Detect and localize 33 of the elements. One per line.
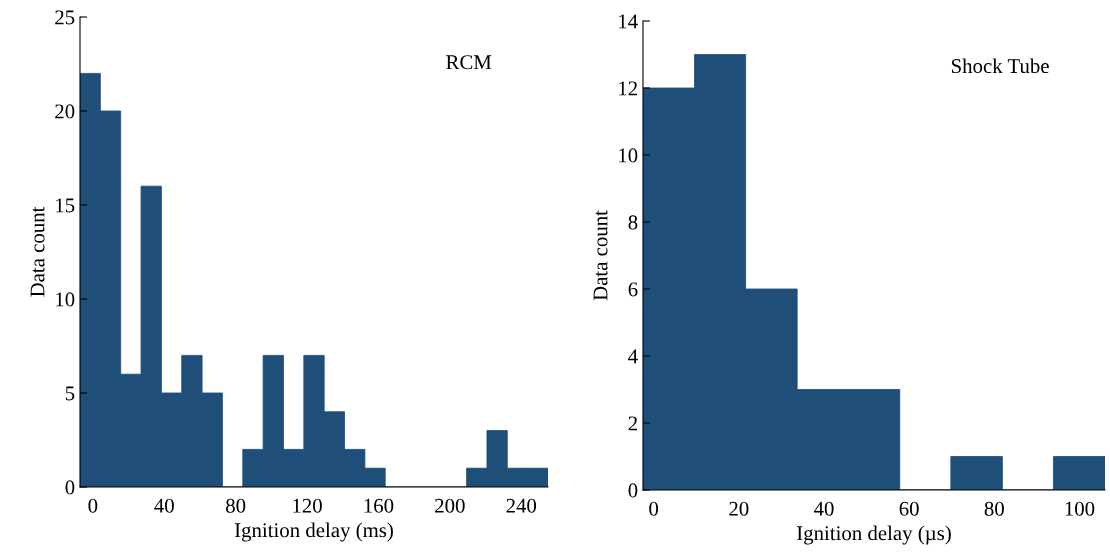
x-tick-label: 80 <box>984 501 1004 516</box>
y-tick-label: 12 <box>619 81 637 96</box>
annotation: RCM <box>446 55 492 70</box>
x-tick-label: 40 <box>154 498 174 513</box>
annotation: Shock Tube <box>951 58 1049 74</box>
x-tick-label: 20 <box>729 501 749 516</box>
y-tick-label: 20 <box>55 104 75 119</box>
x-tick-label: 0 <box>88 498 98 513</box>
y-tick-label: 14 <box>619 14 638 29</box>
x-axis-title: Ignition delay (ms) <box>234 522 393 542</box>
y-axis-title: Data count <box>593 210 608 301</box>
y-tick-label: 8 <box>628 215 638 230</box>
x-tick-label: 120 <box>293 498 322 513</box>
y-tick-label: 15 <box>56 198 75 213</box>
y-tick-label: 25 <box>55 10 75 25</box>
y-tick-label: 10 <box>619 148 638 163</box>
y-tick-label: 10 <box>56 292 75 307</box>
y-axis-title: Data count <box>30 206 45 297</box>
y-tick-label: 6 <box>628 282 638 297</box>
x-tick-label: 0 <box>649 501 659 516</box>
x-tick-label: 100 <box>1065 501 1095 516</box>
x-tick-label: 160 <box>364 498 394 513</box>
y-tick-label: 5 <box>65 386 75 401</box>
x-tick-label: 60 <box>899 501 919 516</box>
x-tick-label: 80 <box>226 498 246 513</box>
x-tick-label: 200 <box>435 498 465 513</box>
y-tick-label: 4 <box>628 349 638 364</box>
x-tick-label: 240 <box>506 498 537 513</box>
y-tick-label: 0 <box>628 483 638 498</box>
x-axis-title: Ignition delay (µs) <box>797 525 951 545</box>
x-tick-label: 40 <box>813 501 834 516</box>
y-tick-label: 0 <box>65 480 75 495</box>
y-tick-label: 2 <box>628 416 637 431</box>
